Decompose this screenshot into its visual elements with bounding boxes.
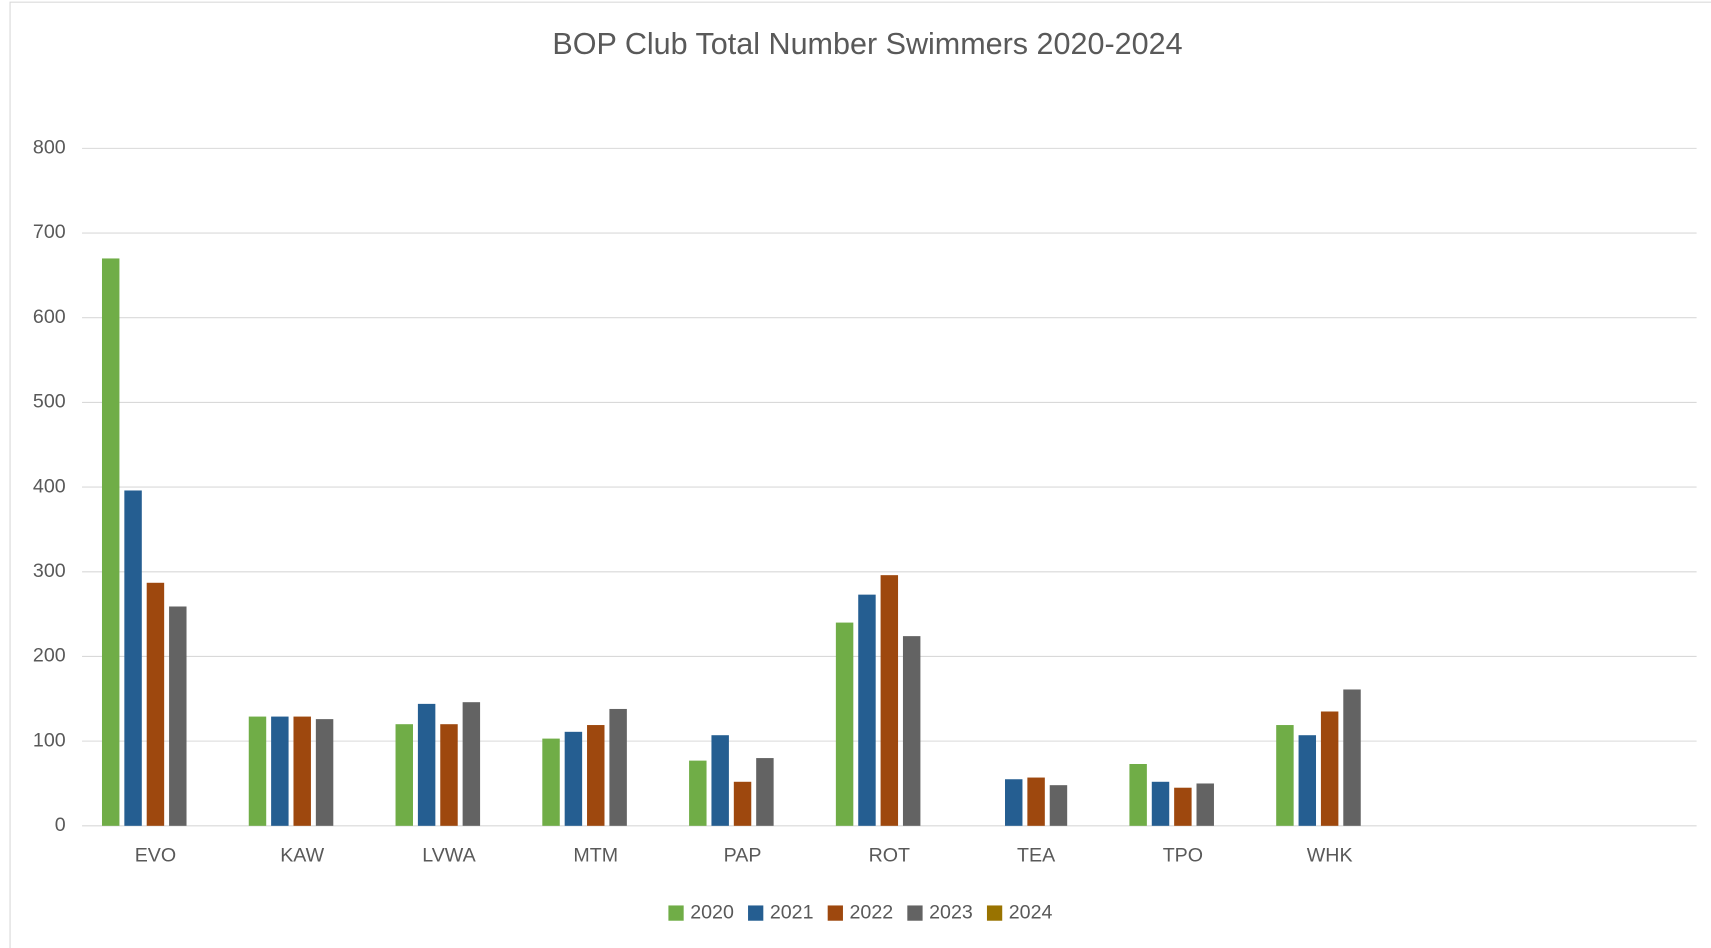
legend-swatch bbox=[827, 905, 843, 921]
legend-swatch bbox=[668, 905, 684, 921]
legend-swatch bbox=[907, 905, 923, 921]
x-tick-label: WHK bbox=[1307, 845, 1353, 867]
bar bbox=[711, 735, 729, 826]
y-tick-label: 800 bbox=[33, 137, 66, 159]
x-tick-label: PAP bbox=[724, 845, 762, 867]
bar bbox=[542, 738, 560, 826]
x-tick-label: ROT bbox=[869, 845, 910, 867]
bar bbox=[101, 258, 120, 826]
bar bbox=[395, 724, 413, 826]
x-tick-label: TEA bbox=[1017, 845, 1056, 867]
bar bbox=[1174, 787, 1192, 826]
legend-label: 2021 bbox=[770, 901, 814, 923]
bar bbox=[462, 702, 481, 826]
chart-title: BOP Club Total Number Swimmers 2020-2024 bbox=[552, 27, 1182, 61]
bar bbox=[609, 708, 627, 826]
bar bbox=[146, 582, 165, 826]
legend-label: 2023 bbox=[929, 901, 973, 923]
y-tick-label: 100 bbox=[33, 729, 66, 751]
y-tick-label: 700 bbox=[33, 221, 66, 243]
bar bbox=[293, 716, 311, 826]
legend-label: 2020 bbox=[690, 901, 734, 923]
bar bbox=[902, 636, 921, 826]
bar bbox=[271, 716, 289, 826]
bar bbox=[248, 716, 267, 826]
bar bbox=[880, 575, 899, 826]
x-tick-label: MTM bbox=[573, 845, 618, 867]
bar bbox=[1005, 779, 1023, 826]
bar bbox=[587, 725, 605, 826]
bar bbox=[1276, 725, 1294, 826]
bar bbox=[858, 594, 876, 826]
bar bbox=[124, 490, 142, 826]
bar bbox=[417, 703, 436, 826]
x-tick-label: LVWA bbox=[422, 845, 476, 867]
bar bbox=[689, 760, 707, 826]
y-tick-label: 0 bbox=[55, 814, 66, 836]
x-tick-label: EVO bbox=[135, 845, 176, 867]
bar bbox=[1298, 735, 1317, 826]
y-tick-label: 500 bbox=[33, 391, 66, 413]
legend-label: 2022 bbox=[850, 901, 894, 923]
y-tick-label: 600 bbox=[33, 306, 66, 328]
bar bbox=[440, 724, 458, 826]
bar bbox=[733, 781, 752, 826]
legend-label: 2024 bbox=[1009, 901, 1053, 923]
bar bbox=[1151, 781, 1170, 826]
y-tick-label: 400 bbox=[33, 475, 66, 497]
bar bbox=[1320, 711, 1339, 826]
x-tick-label: KAW bbox=[280, 845, 324, 867]
bar bbox=[835, 622, 854, 826]
bar bbox=[1049, 785, 1068, 826]
bar bbox=[564, 731, 583, 826]
bar bbox=[169, 606, 187, 826]
bar bbox=[1343, 689, 1361, 826]
x-tick-label: TPO bbox=[1163, 845, 1203, 867]
y-tick-label: 200 bbox=[33, 645, 66, 667]
legend-swatch bbox=[986, 905, 1003, 921]
bar bbox=[1027, 777, 1045, 826]
bar bbox=[1196, 783, 1214, 826]
y-tick-label: 300 bbox=[33, 560, 66, 582]
bar bbox=[315, 719, 334, 826]
legend-swatch bbox=[748, 905, 764, 921]
bar bbox=[756, 758, 774, 826]
bar bbox=[1129, 764, 1147, 826]
